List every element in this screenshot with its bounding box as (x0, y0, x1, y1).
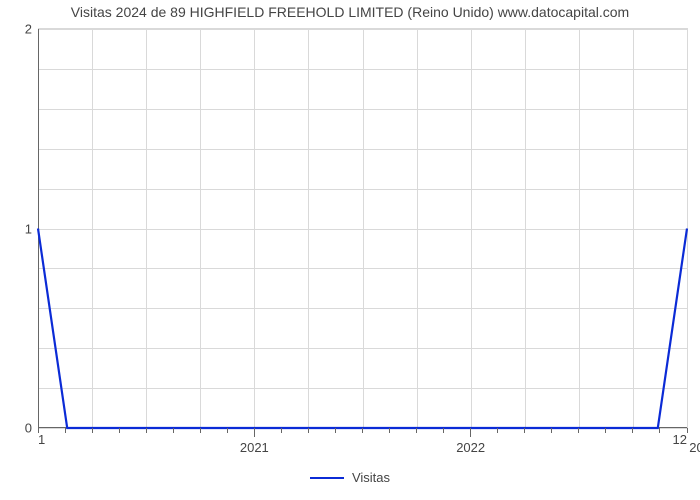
x-minor-tick (497, 428, 498, 433)
y-tick-label: 1 (25, 221, 32, 236)
x-minor-tick (687, 428, 688, 433)
x-tick-label-overflow: 202 (689, 440, 700, 455)
x-minor-tick (389, 428, 390, 433)
visitas-line (38, 229, 687, 429)
x-minor-tick (524, 428, 525, 433)
x-tick-label-start: 1 (38, 432, 45, 447)
x-minor-tick (227, 428, 228, 433)
x-minor-tick (200, 428, 201, 433)
line-chart: Visitas 2024 de 89 HIGHFIELD FREEHOLD LI… (0, 0, 700, 500)
legend-label: Visitas (352, 470, 390, 485)
x-minor-tick (308, 428, 309, 433)
x-minor-tick (632, 428, 633, 433)
x-minor-tick (659, 428, 660, 433)
x-tick-label: 2021 (240, 440, 269, 455)
x-minor-tick (65, 428, 66, 433)
plot-area: 012 12021202212202 (38, 28, 688, 428)
legend: Visitas (0, 470, 700, 485)
legend-swatch (310, 477, 344, 479)
x-minor-tick (38, 428, 39, 433)
x-minor-tick (281, 428, 282, 433)
x-major-tick (470, 428, 471, 437)
data-series (38, 29, 687, 428)
x-minor-tick (551, 428, 552, 433)
x-minor-tick (605, 428, 606, 433)
x-minor-tick (416, 428, 417, 433)
chart-title: Visitas 2024 de 89 HIGHFIELD FREEHOLD LI… (0, 4, 700, 20)
y-tick-label: 0 (25, 421, 32, 436)
y-tick-label: 2 (25, 22, 32, 37)
x-minor-tick (119, 428, 120, 433)
x-major-tick (254, 428, 255, 437)
x-tick-label-end: 12 (673, 432, 687, 447)
x-minor-tick (335, 428, 336, 433)
x-minor-tick (92, 428, 93, 433)
x-minor-tick (146, 428, 147, 433)
x-minor-tick (443, 428, 444, 433)
gridline-vertical (687, 29, 688, 428)
x-minor-tick (362, 428, 363, 433)
x-minor-tick (173, 428, 174, 433)
x-minor-tick (578, 428, 579, 433)
x-tick-label: 2022 (456, 440, 485, 455)
